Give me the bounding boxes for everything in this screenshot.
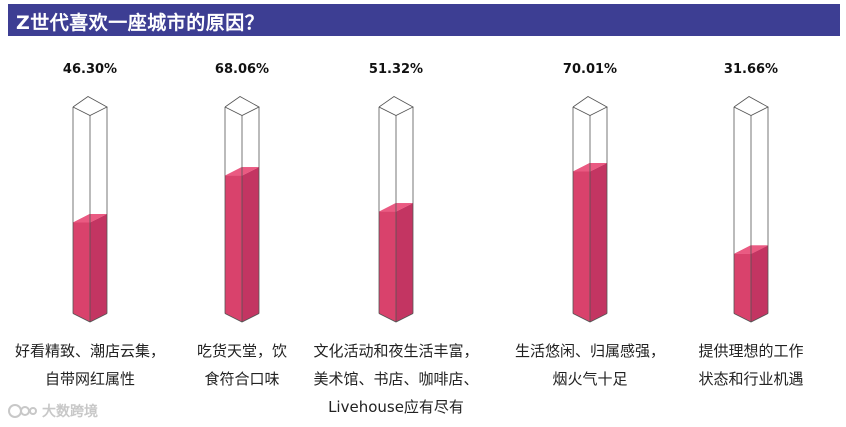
- title-bar: Z世代喜欢一座城市的原因？: [8, 4, 840, 36]
- tube-bottom-2: [378, 313, 414, 323]
- tube-top-2: [378, 96, 414, 116]
- tube-top-4: [733, 96, 769, 116]
- tube-bottom-0: [72, 313, 108, 323]
- tube-top-3: [572, 96, 608, 116]
- page-title: Z世代喜欢一座城市的原因？: [16, 12, 265, 34]
- category-label-4-1: 状态和行业机遇: [698, 370, 803, 388]
- category-label-1-1: 食符合口味: [204, 370, 279, 388]
- watermark: 大数跨境: [8, 400, 98, 422]
- value-label-1: 68.06%: [215, 62, 269, 77]
- tube-bottom-1: [224, 313, 260, 323]
- category-label-2-1: 美术馆、书店、咖啡店、: [313, 370, 478, 388]
- category-label-3-1: 烟火气十足: [552, 370, 627, 388]
- bar-right-face-3: [590, 162, 607, 322]
- brand-logo-icon: [8, 404, 37, 418]
- bar-right-face-1: [242, 167, 259, 322]
- category-label-0-1: 自带网红属性: [45, 370, 135, 388]
- bar-left-face-2: [379, 211, 396, 322]
- category-label-2-0: 文化活动和夜生活丰富，: [313, 342, 478, 360]
- bar-right-face-2: [396, 203, 413, 322]
- bar-left-face-3: [573, 171, 590, 322]
- bar-left-face-4: [734, 253, 751, 322]
- value-label-4: 31.66%: [724, 62, 778, 77]
- category-label-1-0: 吃货天堂，饮: [197, 342, 287, 360]
- watermark-text: 大数跨境: [42, 404, 98, 420]
- tube-top-0: [72, 96, 108, 116]
- category-label-3-0: 生活悠闲、归属感强，: [515, 342, 665, 360]
- bar-left-face-1: [225, 175, 242, 322]
- value-label-2: 51.32%: [369, 62, 423, 77]
- category-label-2-2: Livehouse应有尽有: [328, 398, 464, 416]
- category-label-0-0: 好看精致、潮店云集，: [15, 342, 165, 360]
- value-label-0: 46.30%: [63, 62, 117, 77]
- value-label-3: 70.01%: [563, 62, 617, 77]
- tube-bottom-3: [572, 313, 608, 323]
- tube-bottom-4: [733, 313, 769, 323]
- category-label-4-0: 提供理想的工作: [698, 342, 803, 360]
- bar-left-face-0: [73, 222, 90, 322]
- bar-right-face-4: [751, 245, 768, 322]
- tube-top-1: [224, 96, 260, 116]
- bar-right-face-0: [90, 213, 107, 322]
